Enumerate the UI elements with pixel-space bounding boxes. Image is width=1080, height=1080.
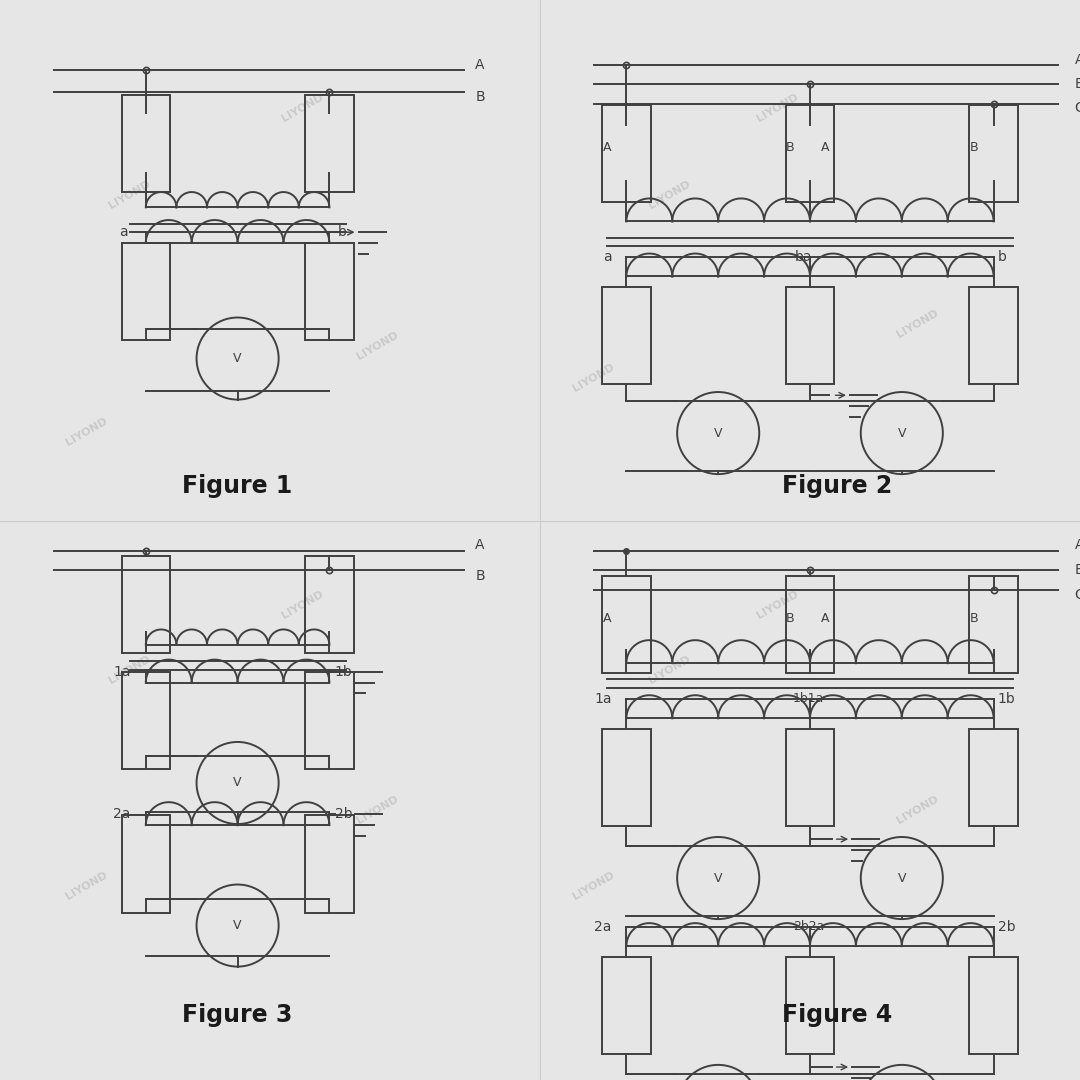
Bar	[970, 729, 1018, 826]
Text: LIYOND: LIYOND	[107, 653, 152, 686]
Text: LIYOND: LIYOND	[64, 416, 109, 448]
Text: LIYOND: LIYOND	[280, 589, 325, 621]
Text: V: V	[233, 777, 242, 789]
Bar	[122, 243, 171, 340]
Text: A: A	[821, 612, 829, 625]
Text: B: B	[475, 569, 485, 582]
Text: Figure 2: Figure 2	[782, 474, 892, 498]
Bar	[603, 105, 651, 202]
Bar	[603, 729, 651, 826]
Bar	[786, 729, 835, 826]
Text: LIYOND: LIYOND	[355, 794, 401, 826]
Text: 1a: 1a	[113, 665, 131, 678]
Bar	[305, 556, 353, 653]
Bar	[603, 287, 651, 384]
Text: 2b2a: 2b2a	[793, 920, 824, 933]
Text: A: A	[1075, 54, 1080, 67]
Bar	[603, 576, 651, 673]
Bar	[305, 95, 353, 192]
Bar	[122, 815, 171, 913]
Bar	[305, 672, 353, 769]
Text: LIYOND: LIYOND	[64, 869, 109, 902]
Text: LIYOND: LIYOND	[571, 869, 617, 902]
Bar	[786, 287, 835, 384]
Bar	[786, 957, 835, 1054]
Text: LIYOND: LIYOND	[755, 92, 800, 124]
Bar	[970, 105, 1018, 202]
Text: LIYOND: LIYOND	[571, 362, 617, 394]
Text: a: a	[603, 251, 611, 264]
Text: b: b	[998, 251, 1007, 264]
Text: a: a	[119, 226, 127, 239]
Text: V: V	[714, 872, 723, 885]
Text: LIYOND: LIYOND	[895, 794, 941, 826]
Bar	[122, 556, 171, 653]
Text: LIYOND: LIYOND	[107, 178, 152, 211]
Bar	[603, 957, 651, 1054]
Text: 1a: 1a	[594, 692, 611, 705]
Bar	[305, 243, 353, 340]
Text: V: V	[233, 919, 242, 932]
Text: V: V	[233, 352, 242, 365]
Text: 1b: 1b	[335, 665, 352, 678]
Text: A: A	[1075, 539, 1080, 552]
Text: V: V	[897, 427, 906, 440]
Text: LIYOND: LIYOND	[755, 589, 800, 621]
Text: LIYOND: LIYOND	[647, 653, 692, 686]
Text: Figure 1: Figure 1	[183, 474, 293, 498]
Bar	[786, 105, 835, 202]
Bar	[305, 815, 353, 913]
Text: A: A	[603, 612, 611, 625]
Text: B: B	[475, 91, 485, 104]
Text: C: C	[1075, 102, 1080, 114]
Text: LIYOND: LIYOND	[355, 329, 401, 362]
Text: A: A	[603, 141, 611, 154]
Bar	[786, 576, 835, 673]
Text: ba: ba	[795, 251, 812, 264]
Text: B: B	[970, 141, 978, 154]
Text: B: B	[1075, 564, 1080, 577]
Text: B: B	[786, 141, 795, 154]
Bar	[122, 672, 171, 769]
Text: Figure 4: Figure 4	[782, 1003, 892, 1027]
Text: 1b: 1b	[998, 692, 1015, 705]
Text: V: V	[714, 427, 723, 440]
Text: LIYOND: LIYOND	[647, 178, 692, 211]
Text: A: A	[821, 141, 829, 154]
Text: C: C	[1075, 589, 1080, 602]
Text: LIYOND: LIYOND	[280, 92, 325, 124]
Text: 2b: 2b	[998, 920, 1015, 933]
Bar	[122, 95, 171, 192]
Text: 1b1a: 1b1a	[793, 692, 824, 705]
Text: B: B	[970, 612, 978, 625]
Text: 2b: 2b	[335, 808, 352, 821]
Bar	[970, 576, 1018, 673]
Text: LIYOND: LIYOND	[895, 308, 941, 340]
Text: A: A	[475, 58, 485, 71]
Text: A: A	[475, 539, 485, 552]
Text: 2a: 2a	[113, 808, 131, 821]
Text: V: V	[897, 872, 906, 885]
Text: b: b	[338, 226, 347, 239]
Bar	[970, 957, 1018, 1054]
Text: 2a: 2a	[594, 920, 611, 933]
Text: Figure 3: Figure 3	[183, 1003, 293, 1027]
Bar	[970, 287, 1018, 384]
Text: B: B	[786, 612, 795, 625]
Text: B: B	[1075, 78, 1080, 91]
